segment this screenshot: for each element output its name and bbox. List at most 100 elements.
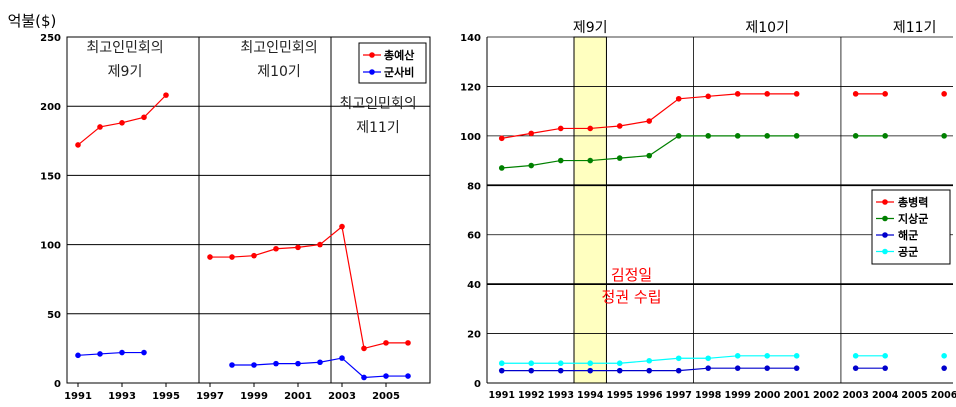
right-data-point [616, 123, 623, 129]
right-data-point [587, 360, 594, 367]
right-x-tick-label: 2001 [783, 390, 809, 401]
right-data-point [557, 157, 564, 164]
right-data-point [646, 357, 653, 364]
left-data-point [361, 345, 367, 352]
right-data-point [852, 91, 859, 97]
right-y-tick-label: 140 [460, 33, 481, 44]
right-data-point [587, 157, 594, 164]
left-legend-marker [369, 69, 375, 75]
left-data-point [119, 349, 125, 356]
highlight-band [573, 36, 607, 384]
right-data-point [941, 133, 947, 139]
right-data-point [734, 91, 741, 97]
left-annotation: 제10기 [257, 64, 301, 80]
left-series-line-0 [210, 225, 408, 350]
right-chart: 0 20 40 60 80 100 120 140 1991 1992 1993 1994 1995 19… [460, 20, 956, 401]
left-data-point [97, 124, 103, 130]
left-y-tick-label: 200 [40, 102, 61, 113]
right-data-point [705, 93, 712, 100]
left-data-point [295, 244, 301, 251]
right-data-point [498, 360, 505, 367]
left-x-tick-label: 2001 [284, 391, 312, 402]
right-data-point [705, 365, 712, 371]
right-x-tick-label: 2006 [931, 390, 956, 401]
left-x-tick-label: 2005 [372, 391, 400, 402]
left-y-axis-label: 억불($) [8, 12, 57, 30]
left-series-line-1 [77, 351, 144, 356]
right-data-point [587, 367, 594, 374]
right-data-point [793, 91, 800, 97]
right-x-tick-label: 1992 [518, 390, 544, 401]
right-data-point [498, 367, 505, 374]
left-data-point [273, 245, 279, 252]
left-legend-marker [369, 52, 375, 58]
right-data-point [498, 135, 505, 142]
right-data-point [793, 133, 800, 139]
left-annotation: 최고인민회의 [240, 40, 317, 56]
right-y-tick-label: 60 [467, 231, 481, 242]
right-data-point [616, 360, 623, 367]
right-data-point [941, 365, 947, 371]
right-data-point [793, 365, 800, 371]
left-data-point [273, 360, 279, 367]
right-data-point [646, 152, 653, 159]
right-data-point [528, 130, 535, 137]
left-data-point [251, 252, 257, 259]
right-x-tick-label: 1998 [695, 390, 722, 401]
right-data-point [882, 353, 888, 359]
left-data-point [251, 362, 257, 368]
right-legend-label: 총병력 [898, 195, 928, 209]
right-data-point [852, 133, 859, 139]
left-y-tick-label: 250 [40, 33, 61, 44]
right-period-label: 제9기 [573, 20, 608, 36]
right-x-tick-label: 1999 [724, 390, 750, 401]
right-data-point [793, 353, 800, 359]
right-legend-marker [882, 199, 888, 205]
right-data-point [882, 133, 888, 139]
right-annotation: 정권 수립 [602, 288, 662, 306]
right-legend-marker [882, 248, 888, 255]
left-x-tick-label: 1997 [196, 391, 224, 402]
right-data-point [705, 133, 712, 139]
right-series-line-1 [501, 135, 797, 169]
right-y-tick-label: 100 [460, 132, 481, 143]
right-data-point [675, 355, 682, 362]
left-x-tick-label: 1993 [108, 391, 136, 402]
left-data-point [141, 114, 147, 121]
left-data-point [119, 120, 125, 126]
left-data-point [75, 352, 81, 359]
right-legend-label: 해군 [898, 228, 918, 242]
right-data-point [587, 125, 594, 132]
right-data-point [557, 125, 564, 132]
right-data-point [557, 360, 564, 367]
right-data-point [764, 353, 770, 359]
right-x-tick-label: 1997 [665, 390, 691, 401]
left-y-tick-label: 50 [47, 310, 61, 321]
right-legend-label: 지상군 [898, 212, 928, 226]
right-data-point [734, 365, 741, 371]
right-x-tick-label: 1991 [489, 390, 515, 401]
left-data-point [339, 355, 345, 361]
right-legend-marker [882, 232, 888, 238]
left-data-point [383, 340, 389, 346]
left-data-point [295, 360, 301, 367]
right-x-tick-label: 1994 [577, 390, 604, 401]
left-legend-label: 군사비 [384, 65, 414, 79]
left-plot-frame [66, 36, 431, 384]
right-data-point [675, 367, 682, 374]
right-data-point [941, 353, 947, 359]
right-data-point [528, 360, 535, 367]
right-x-tick-label: 2000 [754, 390, 781, 401]
left-x-tick-label: 1999 [240, 391, 268, 402]
left-data-point [405, 373, 411, 379]
left-data-point [75, 142, 81, 148]
right-y-tick-label: 40 [467, 280, 481, 291]
right-series-line-0 [501, 93, 797, 139]
left-annotation: 최고인민회의 [86, 40, 163, 56]
right-y-tick-label: 20 [467, 330, 481, 341]
right-y-tick-label: 80 [467, 181, 481, 192]
left-legend-box [358, 42, 427, 84]
right-data-point [557, 367, 564, 374]
left-x-tick-label: 1995 [152, 391, 180, 402]
right-data-point [498, 165, 505, 171]
